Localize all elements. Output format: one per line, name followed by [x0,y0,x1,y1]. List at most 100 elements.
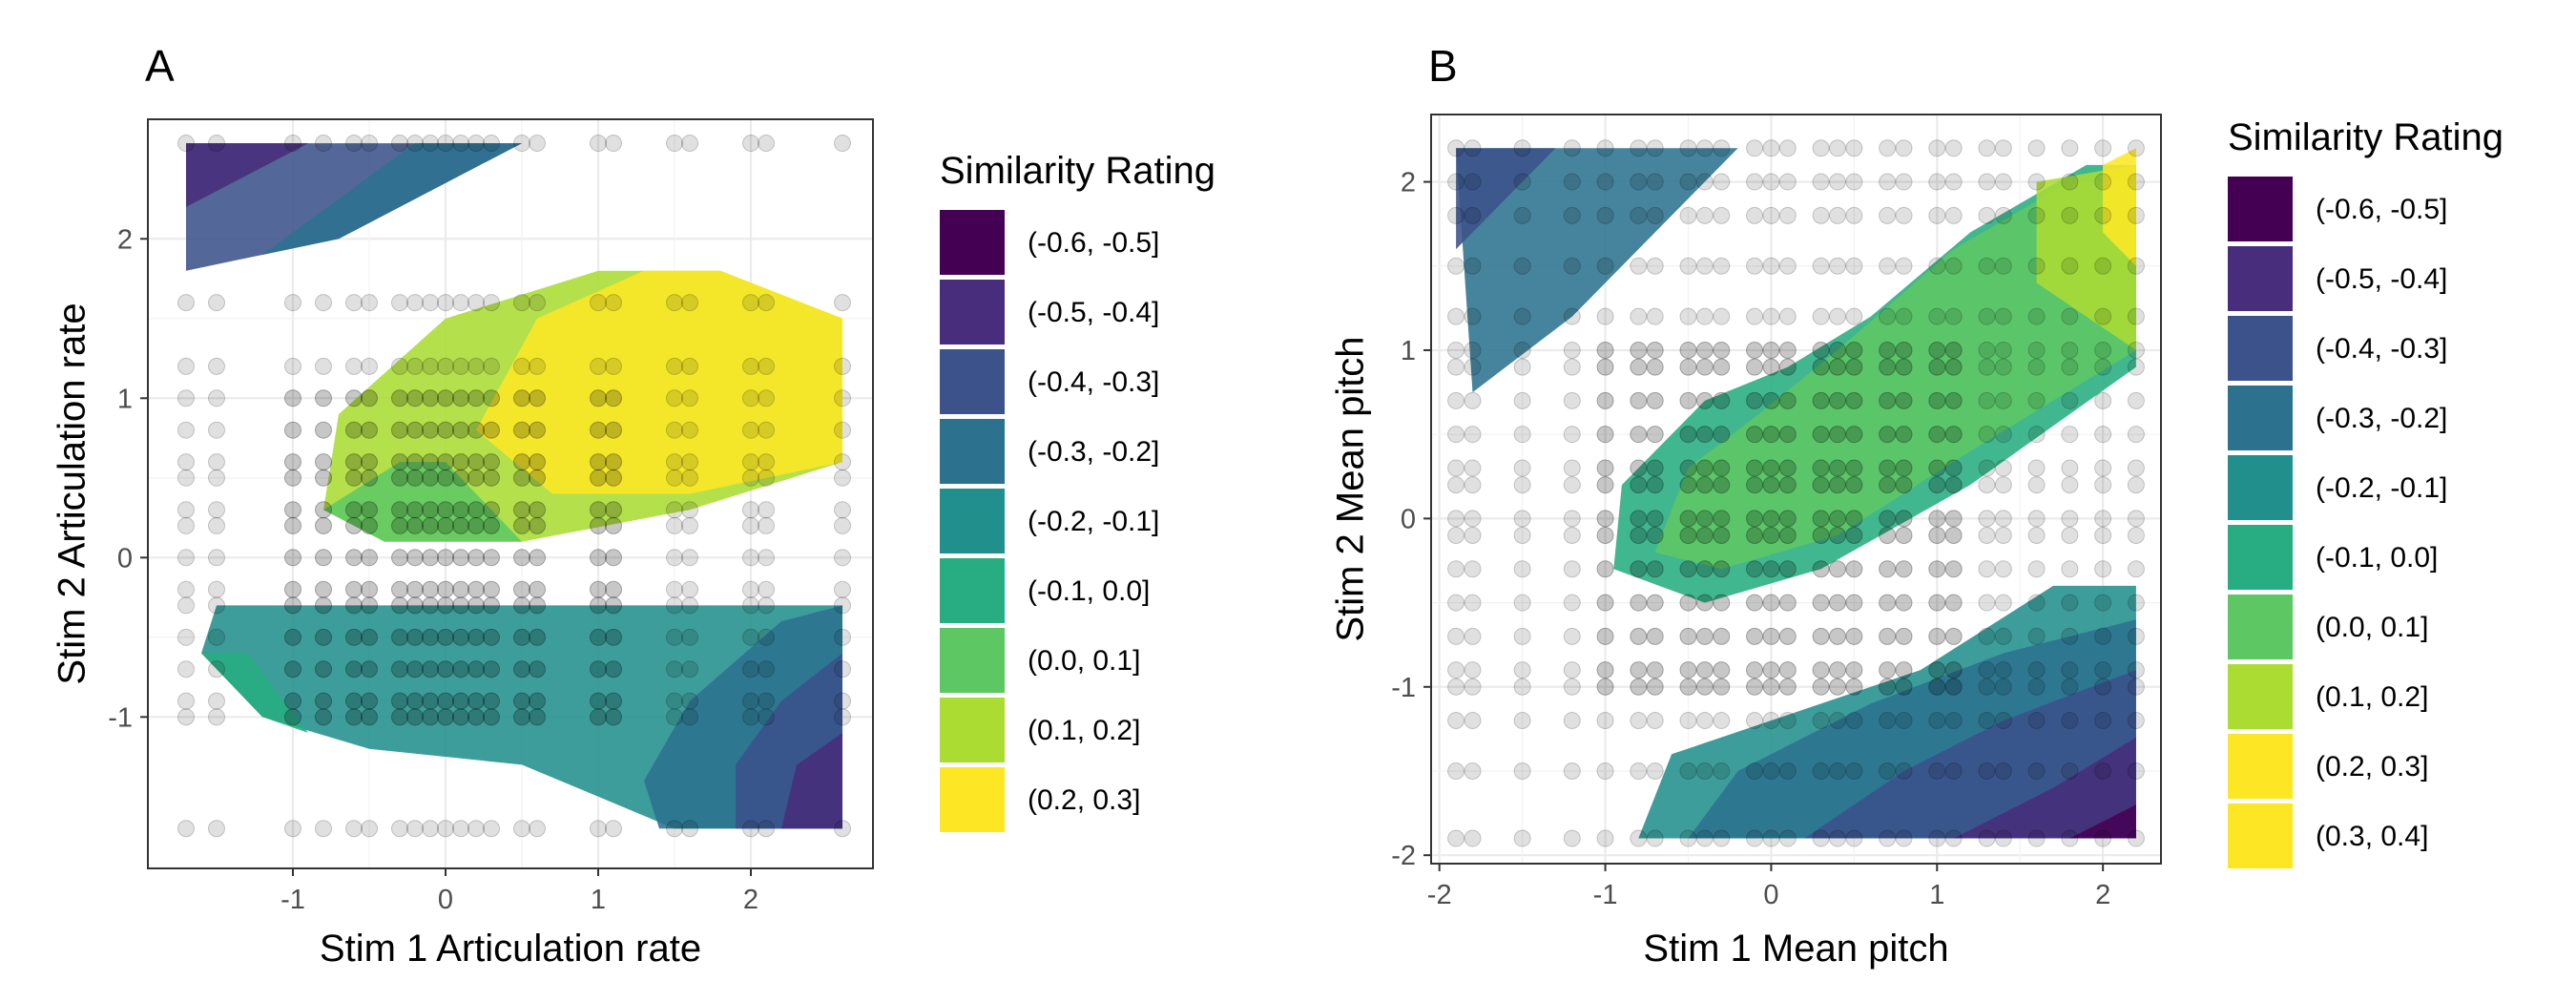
data-point [483,469,500,487]
data-point [1944,510,1963,528]
data-point [1630,476,1648,494]
data-point [605,135,622,153]
data-point [1447,307,1465,325]
legend-label: (-0.3, -0.2] [1028,436,1159,468]
data-point [361,708,378,726]
data-point [1713,627,1731,645]
data-point [284,692,301,710]
data-point [513,820,530,838]
data-point [1994,139,2012,157]
data-point [284,660,301,678]
data-point [1994,594,2012,612]
data-point [361,516,378,534]
data-point [1895,527,1913,545]
y-axis: -1 0 1 2 [108,224,148,733]
data-point [1812,426,1830,444]
data-point [1778,712,1797,730]
data-point [666,580,683,598]
data-point [2094,257,2112,275]
data-point [681,135,698,153]
data-point [1778,560,1797,578]
data-point [1513,594,1531,612]
data-point [742,501,759,519]
data-point [1447,206,1465,224]
x-axis: -2 -1 0 1 2 [1427,864,2110,910]
data-point [2127,627,2145,645]
data-point [529,453,546,471]
data-point [1679,307,1697,325]
contour-region [476,270,842,494]
data-point [1563,712,1581,730]
data-point [605,692,622,710]
data-point [2061,527,2079,545]
data-point [177,820,195,838]
data-point [315,501,332,519]
data-point [361,421,378,439]
data-point [1695,426,1714,444]
data-point [2061,307,2079,325]
data-point [406,389,424,407]
data-point [345,628,363,646]
data-point [1447,426,1465,444]
data-point [1928,712,1946,730]
data-point [1713,829,1731,847]
data-point [1713,527,1731,545]
data-point [1447,678,1465,696]
data-point [1944,627,1963,645]
data-point [1879,459,1897,477]
data-point [1778,594,1797,612]
data-point [590,453,607,471]
data-point [1778,391,1797,409]
data-point [422,708,439,726]
data-point [345,660,363,678]
data-point [1596,426,1614,444]
data-point [2127,678,2145,696]
data-point [1828,560,1846,578]
data-point [177,692,195,710]
data-point [1695,206,1714,224]
data-point [467,501,485,519]
data-point [1828,510,1846,528]
data-point [1928,307,1946,325]
data-point [1464,173,1482,191]
data-point [1713,510,1731,528]
data-point [2061,661,2079,679]
data-point [1596,594,1614,612]
data-point [437,708,454,726]
data-point [345,389,363,407]
data-point [590,294,607,312]
data-point [1679,139,1697,157]
legend-label: (0.0, 0.1] [2316,612,2428,643]
data-point [2127,594,2145,612]
data-point [1695,173,1714,191]
data-point [1895,510,1913,528]
data-point [681,596,698,615]
data-point [1695,527,1714,545]
data-point [2061,206,2079,224]
data-point [1679,678,1697,696]
legend-swatch [940,349,1005,414]
x-tick-label: 1 [1929,880,1944,910]
panel-border [147,118,874,869]
data-point [1464,341,1482,359]
data-point [1596,627,1614,645]
data-point [1928,594,1946,612]
data-point [315,421,332,439]
data-point [681,660,698,678]
legend-swatch [2228,664,2293,729]
data-point [345,294,363,312]
data-point [2061,139,2079,157]
data-point [590,469,607,487]
data-point [1879,510,1897,528]
legend-label: (0.1, 0.2] [2316,681,2428,713]
data-point [422,135,439,153]
data-point [2094,139,2112,157]
data-point [605,549,622,567]
data-point [315,820,332,838]
data-point [1944,341,1963,359]
data-point [437,692,454,710]
data-point [1447,560,1465,578]
data-point [437,135,454,153]
data-point [1646,510,1664,528]
